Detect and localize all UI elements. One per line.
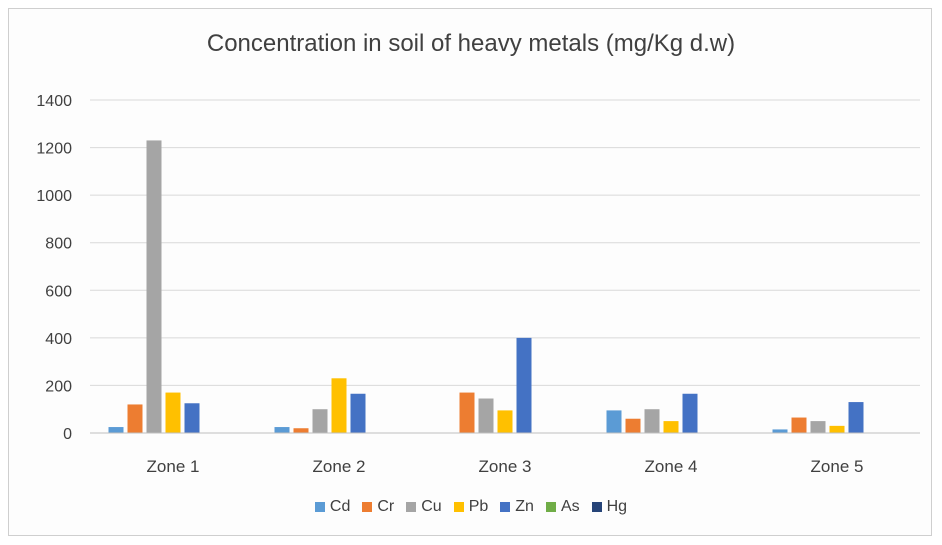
- legend-item-hg: Hg: [591, 498, 628, 516]
- legend-item-cd: Cd: [314, 498, 351, 516]
- bar-zn-zone-2: [350, 393, 366, 433]
- legend-label: As: [560, 498, 580, 515]
- legend-swatch: [314, 502, 325, 512]
- legend-item-cr: Cr: [362, 498, 394, 516]
- x-tick-label: Zone 2: [313, 457, 366, 476]
- bar-cr-zone-5: [791, 417, 807, 433]
- bar-cu-zone-5: [810, 421, 826, 433]
- bar-cr-zone-2: [293, 428, 309, 433]
- x-tick-label: Zone 3: [479, 457, 532, 476]
- bar-pb-zone-1: [165, 392, 181, 433]
- legend-label: Zn: [515, 498, 534, 515]
- x-tick-label: Zone 4: [645, 457, 698, 476]
- legend-label: Cd: [329, 498, 351, 515]
- y-tick-label: 400: [45, 331, 72, 348]
- legend-label: Hg: [606, 498, 628, 515]
- bar-zn-zone-4: [682, 393, 698, 433]
- x-tick-label: Zone 1: [147, 457, 200, 476]
- bar-pb-zone-5: [829, 425, 845, 433]
- bar-cr-zone-3: [459, 392, 475, 433]
- bar-pb-zone-2: [331, 378, 347, 433]
- legend-swatch: [406, 502, 417, 512]
- chart-title: Concentration in soil of heavy metals (m…: [206, 30, 736, 57]
- legend-swatch: [453, 502, 464, 512]
- y-tick-label: 1400: [36, 93, 72, 110]
- legend-swatch: [591, 502, 602, 512]
- legend-swatch: [545, 502, 556, 512]
- legend-label: Pb: [468, 498, 489, 515]
- chart-frame: [8, 8, 932, 536]
- bar-cu-zone-1: [146, 140, 162, 433]
- y-tick-label: 1200: [36, 141, 72, 158]
- bar-zn-zone-5: [848, 402, 864, 433]
- legend-label: Cu: [421, 498, 442, 515]
- bar-cu-zone-3: [478, 398, 494, 433]
- legend-swatch: [362, 502, 373, 512]
- legend-swatch: [500, 502, 511, 512]
- y-tick-label: 800: [45, 236, 72, 253]
- bar-zn-zone-3: [516, 337, 532, 433]
- legend-label: Cr: [377, 498, 395, 515]
- bar-cr-zone-4: [625, 418, 641, 433]
- bar-zn-zone-1: [184, 403, 200, 433]
- legend-item-cu: Cu: [406, 498, 442, 516]
- y-tick-label: 600: [45, 283, 72, 300]
- bar-cd-zone-1: [108, 427, 124, 433]
- chart-legend: Cd Cr Cu Pb Zn As Hg: [0, 498, 942, 516]
- bar-cr-zone-1: [127, 404, 143, 433]
- y-tick-label: 0: [63, 426, 72, 443]
- bar-cd-zone-4: [606, 410, 622, 433]
- x-tick-label: Zone 5: [811, 457, 864, 476]
- y-tick-label: 200: [45, 378, 72, 395]
- legend-item-pb: Pb: [453, 498, 489, 516]
- legend-item-zn: Zn: [500, 498, 534, 516]
- legend-item-as: As: [545, 498, 580, 516]
- bar-pb-zone-4: [663, 421, 679, 433]
- y-tick-label: 1000: [36, 188, 72, 205]
- bar-cu-zone-2: [312, 409, 328, 433]
- bar-cu-zone-4: [644, 409, 660, 433]
- bar-pb-zone-3: [497, 410, 513, 433]
- bar-cd-zone-2: [274, 427, 290, 433]
- bar-cd-zone-5: [772, 429, 788, 433]
